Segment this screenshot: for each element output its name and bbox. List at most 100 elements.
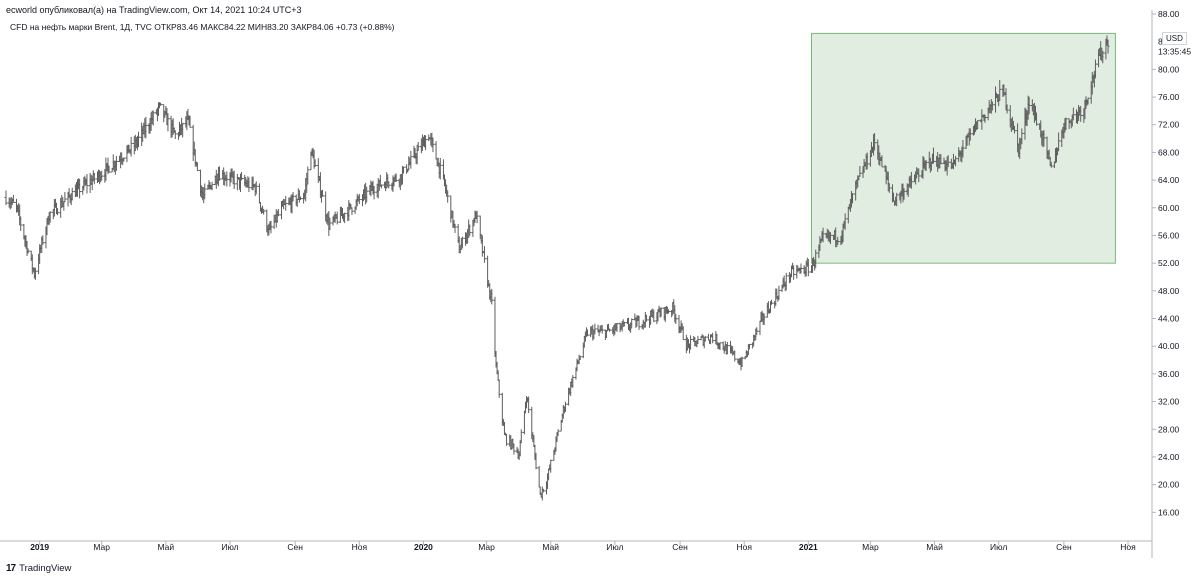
ohlc-bar-40 [63,191,67,203]
y-tick-label: 48.00 [1158,286,1180,296]
ohlc-bar-450 [666,309,670,314]
ohlc-bar-285 [424,135,428,151]
ohlc-bar-640 [946,155,950,168]
ohlc-bar-70 [107,165,111,173]
y-tick-label: 76.00 [1158,92,1180,102]
ohlc-bar-625 [924,159,928,171]
ohlc-bar-385 [571,375,575,388]
ohlc-bar-350 [519,429,523,444]
x-tick-label: Мар [862,542,879,552]
ohlc-bar-345 [512,443,516,455]
ohlc-bar-240 [357,193,361,205]
ohlc-bar-375 [556,429,560,437]
ohlc-bar-150 [225,171,229,187]
ohlc-bar-476 [706,333,710,341]
ohlc-bar-105 [159,102,163,106]
ohlc-bars [4,35,1110,501]
ohlc-bar-485 [718,342,722,350]
ohlc-bar-645 [954,156,958,167]
ohlc-bar-165 [247,177,251,192]
y-tick-label: 44.00 [1158,314,1180,324]
ohlc-bar-230 [343,212,347,224]
x-tick-label: Сен [287,542,303,552]
ohlc-bar-505 [747,343,751,350]
ohlc-bar-550 [814,249,818,269]
ohlc-bar-125 [188,115,192,128]
ohlc-bar-460 [681,326,685,341]
y-tick-label: 60.00 [1158,203,1180,213]
ohlc-bar-185 [276,208,280,217]
ohlc-bar-160 [240,171,244,181]
ohlc-bar-560 [828,232,832,245]
open-label: ОТКР [154,22,177,32]
x-tick-label: 2019 [30,542,49,552]
ohlc-bar-65 [100,170,104,181]
ohlc-bar-655 [968,128,972,141]
ohlc-bar-445 [659,307,663,317]
ohlc-bar-310 [460,236,464,249]
ohlc-bar-265 [394,173,398,182]
ohlc-bar-290 [431,137,435,153]
ohlc-bar-745 [1101,50,1105,64]
ohlc-bar-130 [195,162,199,171]
x-tick-label: Июл [990,542,1007,552]
ohlc-bar-515 [762,313,766,325]
ohlc-bar-315 [468,224,472,237]
ohlc-bar-540 [799,263,803,274]
symbol-label[interactable]: CFD на нефть марки Brent, 1Д, TVC [10,22,152,32]
ohlc-bar-120 [181,122,185,138]
ohlc-bar-215 [321,189,325,197]
x-tick-label: Июл [221,542,238,552]
ohlc-bar-95 [144,116,148,139]
ohlc-bar-110 [166,113,170,132]
ohlc-bar-180 [269,220,273,234]
ohlc-bar-225 [335,211,339,225]
ohlc-bar-235 [350,207,354,215]
ohlc-bar-255 [379,184,383,189]
y-tick-label: 88.00 [1158,9,1180,19]
ohlc-bar-615 [909,171,913,189]
ohlc-bar-650 [961,140,965,158]
currency-badge[interactable]: USD [1162,32,1187,45]
x-tick-label: Мар [93,542,110,552]
ohlc-bar-370 [549,459,553,473]
ohlc-bar-140 [210,181,214,191]
ohlc-bar-740 [1093,59,1097,79]
ohlc-bar-331 [493,296,497,357]
tradingview-logo-icon: 17 [6,563,16,574]
y-tick-label: 32.00 [1158,397,1180,407]
ohlc-bar-210 [313,159,317,167]
ohlc-bar-205 [306,166,310,185]
ohlc-bar-665 [983,114,987,123]
ohlc-bar-520 [770,299,774,305]
ohlc-bar-390 [578,355,582,360]
ohlc-bar-295 [438,157,442,180]
ohlc-bar-5 [11,194,15,203]
ohlc-bar-545 [806,258,810,277]
ohlc-bar-435 [644,314,648,322]
bar-countdown-label: 13:35:45 [1158,46,1191,56]
x-tick-label: Май [926,542,943,552]
ohlc-bar-351 [522,410,526,435]
ohlc-bar-530 [784,272,788,291]
ohlc-bar-715 [1057,132,1061,152]
ohlc-bar-595 [880,155,884,168]
ohlc-bar-250 [372,185,376,200]
ohlc-bar-395 [586,329,590,337]
ohlc-bar-200 [298,196,302,200]
ohlc-bar-60 [92,172,96,185]
ohlc-bar-305 [453,223,457,233]
close-label: ЗАКР [290,22,313,32]
ohlc-bar-585 [865,152,869,170]
x-tick-label: Сен [1056,542,1072,552]
ohlc-bar-300 [446,190,450,203]
ohlc-bar-156 [235,173,239,191]
high-label: МАКС [200,22,225,32]
footer: 17 TradingView [6,563,71,574]
ohlc-bar-675 [998,80,1002,101]
ohlc-bar-340 [505,433,509,446]
ohlc-bar-635 [939,154,943,165]
footer-brand[interactable]: TradingView [19,563,72,574]
ohlc-bar-361 [537,466,541,488]
